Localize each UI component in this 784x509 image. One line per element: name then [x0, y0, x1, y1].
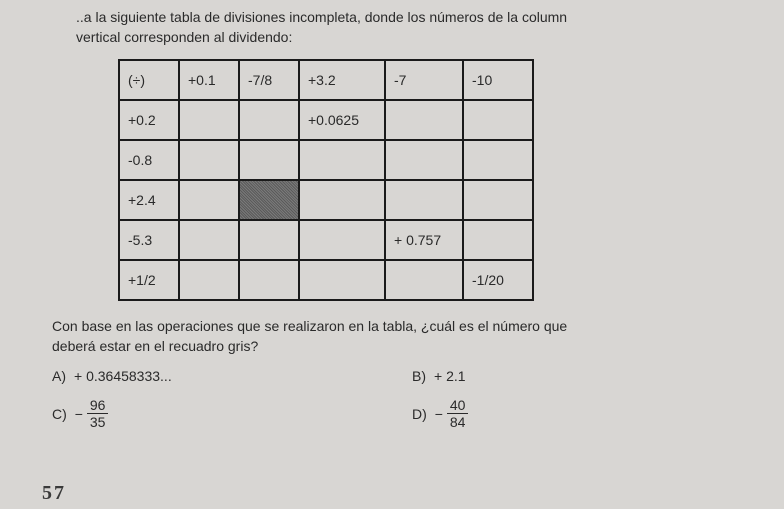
problem-line2: vertical corresponden al dividendo: [76, 28, 774, 48]
option-d-denominator: 84 [450, 414, 466, 429]
table-cell [463, 140, 533, 180]
table-cell [179, 140, 239, 180]
table-row-label: -0.8 [119, 140, 179, 180]
option-b-sign: + [434, 368, 442, 384]
table-row-label: +2.4 [119, 180, 179, 220]
option-c-fraction: 96 35 [87, 398, 109, 429]
table-header-c2: -7/8 [239, 60, 299, 100]
table-header-c1: +0.1 [179, 60, 239, 100]
table-cell [463, 180, 533, 220]
table-cell [385, 260, 463, 300]
table-cell [239, 140, 299, 180]
table-header-op: (÷) [119, 60, 179, 100]
table-cell [179, 100, 239, 140]
table-cell [299, 260, 385, 300]
option-a: A) + 0.36458333... [52, 368, 352, 384]
division-table: (÷) +0.1 -7/8 +3.2 -7 -10 +0.2 +0.0625 -… [118, 59, 534, 301]
table-cell [385, 180, 463, 220]
table-row-label: +0.2 [119, 100, 179, 140]
table-cell [239, 260, 299, 300]
option-a-sign: + [74, 368, 82, 384]
table-row-label: -5.3 [119, 220, 179, 260]
table-cell: -1/20 [463, 260, 533, 300]
table-cell [239, 100, 299, 140]
option-d-fraction: 40 84 [447, 398, 469, 429]
option-d: D) − 40 84 [412, 398, 612, 429]
option-c-numerator: 96 [87, 398, 109, 414]
table-header-c5: -10 [463, 60, 533, 100]
table-cell [299, 140, 385, 180]
question-line2: deberá estar en el recuadro gris? [52, 337, 774, 357]
option-b: B) + 2.1 [412, 368, 612, 384]
option-c: C) − 96 35 [52, 398, 352, 429]
problem-statement: ..a la siguiente tabla de divisiones inc… [10, 8, 774, 47]
answer-options: A) + 0.36458333... B) + 2.1 C) − 96 35 D… [10, 368, 774, 429]
option-a-label: A) [52, 368, 66, 384]
table-header-c3: +3.2 [299, 60, 385, 100]
question-line1: Con base en las operaciones que se reali… [52, 317, 774, 337]
table-cell [463, 100, 533, 140]
gray-answer-cell [239, 180, 299, 220]
problem-line1: ..a la siguiente tabla de divisiones inc… [76, 8, 774, 28]
option-d-sign: − [435, 406, 443, 422]
table-cell [463, 220, 533, 260]
table-cell [179, 220, 239, 260]
option-a-value: 0.36458333... [86, 368, 172, 384]
table-cell [385, 100, 463, 140]
option-c-sign: − [75, 406, 83, 422]
option-d-label: D) [412, 406, 427, 422]
option-c-denominator: 35 [90, 414, 106, 429]
table-header-c4: -7 [385, 60, 463, 100]
option-d-numerator: 40 [447, 398, 469, 414]
division-table-wrap: (÷) +0.1 -7/8 +3.2 -7 -10 +0.2 +0.0625 -… [10, 59, 774, 301]
table-cell [179, 180, 239, 220]
table-cell: +0.0625 [299, 100, 385, 140]
handwritten-answer: 57 [42, 482, 66, 505]
question: Con base en las operaciones que se reali… [10, 317, 774, 356]
table-row-label: +1/2 [119, 260, 179, 300]
table-cell [179, 260, 239, 300]
table-cell [385, 140, 463, 180]
table-cell [299, 180, 385, 220]
table-cell [239, 220, 299, 260]
option-b-label: B) [412, 368, 426, 384]
option-b-value: 2.1 [446, 368, 465, 384]
option-c-label: C) [52, 406, 67, 422]
table-cell: + 0.757 [385, 220, 463, 260]
table-cell [299, 220, 385, 260]
